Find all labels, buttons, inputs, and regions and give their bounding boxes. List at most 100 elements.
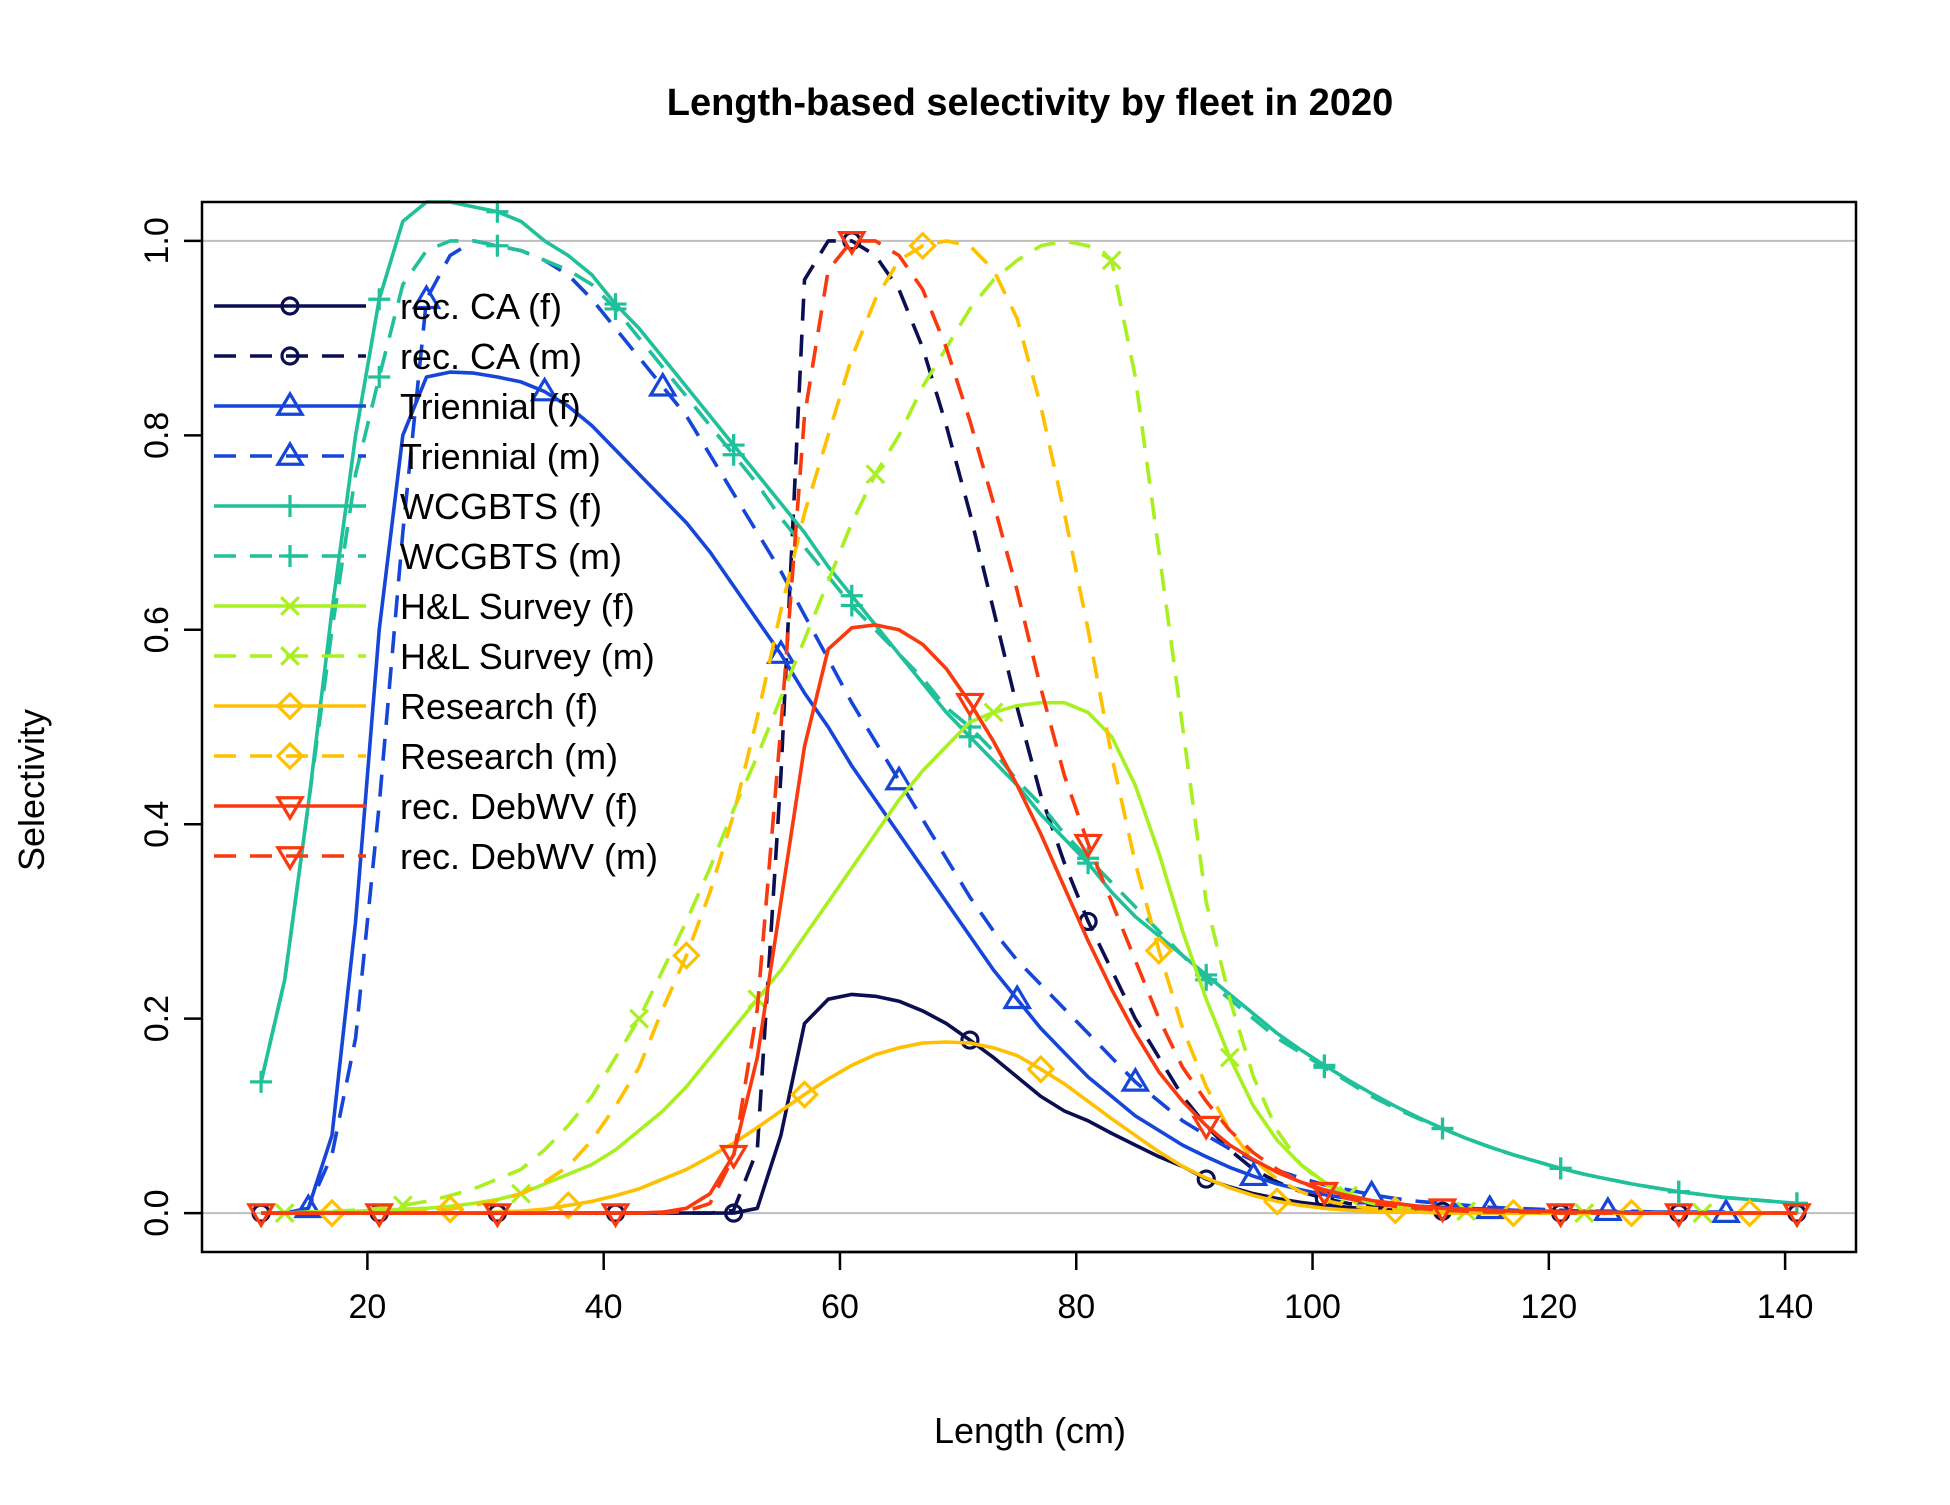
legend-marker bbox=[275, 691, 305, 721]
series-point-rec-debwv-f bbox=[1663, 1203, 1694, 1229]
legend-item-rec-ca-m: rec. CA (m) bbox=[214, 336, 582, 377]
series-point-research-m bbox=[1617, 1198, 1646, 1228]
series-point-research-f bbox=[790, 1080, 819, 1109]
x-tick-label: 60 bbox=[821, 1288, 859, 1326]
series-point-research-m bbox=[1144, 936, 1174, 965]
series-point-wcgbts-m bbox=[722, 443, 745, 466]
series-point-rec-debwv-m bbox=[1073, 833, 1103, 859]
series-point-wcgbts-m bbox=[1313, 1056, 1336, 1079]
series-point-h-l-survey-f bbox=[983, 702, 1004, 723]
legend-marker bbox=[280, 596, 300, 616]
series-point-triennial-f bbox=[1002, 983, 1033, 1010]
series-research-f bbox=[261, 1040, 1797, 1228]
legend-item-wcgbts-m: WCGBTS (m) bbox=[214, 536, 622, 577]
x-axis-label: Length (cm) bbox=[934, 1410, 1126, 1451]
legend-item-rec-debwv-m: rec. DebWV (m) bbox=[214, 836, 658, 877]
series-point-wcgbts-m bbox=[486, 234, 509, 257]
legend-item-triennial-m: Triennial (m) bbox=[214, 436, 601, 477]
series-point-rec-debwv-m bbox=[600, 1203, 631, 1229]
series-point-wcgbts-m bbox=[958, 716, 981, 738]
series-point-research-f bbox=[1735, 1198, 1765, 1228]
legend-label: rec. DebWV (m) bbox=[400, 836, 658, 877]
series-wcgbts-m bbox=[259, 234, 1808, 1215]
legend-item-research-f: Research (f) bbox=[214, 686, 598, 727]
series-point-rec-ca-f bbox=[724, 1203, 744, 1223]
series-point-rec-debwv-m bbox=[1309, 1181, 1340, 1207]
series-point-h-l-survey-m bbox=[629, 1008, 650, 1029]
series-point-wcgbts-m bbox=[1431, 1117, 1454, 1140]
y-tick-label: 0.6 bbox=[138, 606, 176, 653]
y-tick-label: 0.2 bbox=[138, 995, 176, 1042]
legend-label: rec. CA (f) bbox=[400, 286, 562, 327]
y-tick-label: 0.0 bbox=[138, 1189, 176, 1236]
series-point-rec-debwv-m bbox=[364, 1203, 395, 1229]
x-tick-label: 100 bbox=[1284, 1288, 1341, 1326]
series-h-l-survey-f bbox=[261, 700, 1797, 1224]
series-point-h-l-survey-m bbox=[1101, 250, 1122, 271]
series-point-triennial-m bbox=[884, 765, 914, 791]
legend-item-rec-debwv-f: rec. DebWV (f) bbox=[214, 786, 638, 827]
legend-marker bbox=[279, 495, 301, 517]
series-point-triennial-m bbox=[1592, 1195, 1623, 1222]
legend-item-h-l-survey-m: H&L Survey (m) bbox=[214, 636, 655, 677]
legend-marker bbox=[275, 741, 305, 771]
x-tick-label: 140 bbox=[1757, 1288, 1814, 1326]
series-line-h-l-survey-f bbox=[261, 700, 1797, 1215]
series-point-wcgbts-f bbox=[368, 288, 391, 311]
legend-marker bbox=[279, 545, 301, 567]
series-point-rec-debwv-m bbox=[1545, 1203, 1576, 1229]
y-tick-label: 0.8 bbox=[138, 412, 176, 459]
series-point-rec-debwv-m bbox=[1782, 1203, 1812, 1229]
series-point-triennial-m bbox=[647, 371, 678, 397]
series-point-research-f bbox=[553, 1190, 583, 1220]
y-axis-label: Selectivity bbox=[11, 709, 52, 871]
x-tick-label: 20 bbox=[348, 1288, 386, 1326]
series-rec-debwv-m bbox=[261, 231, 1812, 1229]
series-point-wcgbts-f bbox=[486, 200, 509, 223]
legend-label: WCGBTS (f) bbox=[400, 486, 602, 527]
series-research-m bbox=[261, 231, 1797, 1228]
series-point-wcgbts-m bbox=[1667, 1180, 1690, 1203]
series-point-wcgbts-m bbox=[604, 297, 627, 320]
legend-item-triennial-f: Triennial (f) bbox=[214, 386, 581, 427]
legend-label: WCGBTS (m) bbox=[400, 536, 622, 577]
series-point-wcgbts-m bbox=[368, 366, 391, 388]
series-point-wcgbts-m bbox=[840, 594, 863, 617]
series-point-triennial-m bbox=[411, 283, 442, 310]
series-point-triennial-f bbox=[529, 376, 560, 402]
legend-item-research-m: Research (m) bbox=[214, 736, 618, 777]
x-tick-label: 80 bbox=[1057, 1288, 1095, 1326]
series-point-research-m bbox=[908, 231, 938, 261]
x-tick-label: 120 bbox=[1520, 1288, 1577, 1326]
series-point-research-f bbox=[317, 1198, 347, 1228]
series-point-wcgbts-m bbox=[1549, 1157, 1572, 1180]
series-layer bbox=[246, 200, 1812, 1229]
series-point-triennial-f bbox=[293, 1193, 324, 1219]
y-tick-label: 0.4 bbox=[138, 801, 176, 848]
series-point-h-l-survey-m bbox=[865, 464, 886, 485]
legend: rec. CA (f) rec. CA (m) Triennial (f) Trien… bbox=[214, 286, 658, 877]
x-axis: 20 40 60 80 100 120 140 bbox=[348, 1250, 1814, 1326]
series-point-rec-debwv-f bbox=[1191, 1115, 1222, 1141]
series-point-rec-ca-f bbox=[960, 1030, 980, 1050]
legend-label: H&L Survey (m) bbox=[400, 636, 655, 677]
y-tick-label: 1.0 bbox=[138, 217, 176, 264]
legend-label: Triennial (m) bbox=[400, 436, 601, 477]
chart-title: Length-based selectivity by fleet in 202… bbox=[667, 82, 1393, 124]
series-point-rec-debwv-f bbox=[482, 1203, 513, 1229]
legend-marker bbox=[275, 390, 305, 416]
legend-marker bbox=[280, 346, 300, 366]
legend-label: rec. CA (m) bbox=[400, 336, 582, 377]
series-point-triennial-m bbox=[1120, 1066, 1151, 1092]
legend-marker bbox=[275, 846, 305, 872]
legend-label: Research (f) bbox=[400, 686, 598, 727]
legend-marker bbox=[280, 646, 300, 666]
legend-item-h-l-survey-f: H&L Survey (f) bbox=[214, 586, 635, 627]
series-line-rec-debwv-m bbox=[261, 239, 1797, 1215]
series-line-wcgbts-m bbox=[259, 239, 1798, 1206]
series-point-rec-debwv-f bbox=[955, 692, 985, 718]
series-point-rec-debwv-m bbox=[836, 231, 867, 257]
legend-marker bbox=[275, 440, 305, 466]
legend-marker bbox=[275, 796, 305, 822]
legend-label: rec. DebWV (f) bbox=[400, 786, 638, 827]
